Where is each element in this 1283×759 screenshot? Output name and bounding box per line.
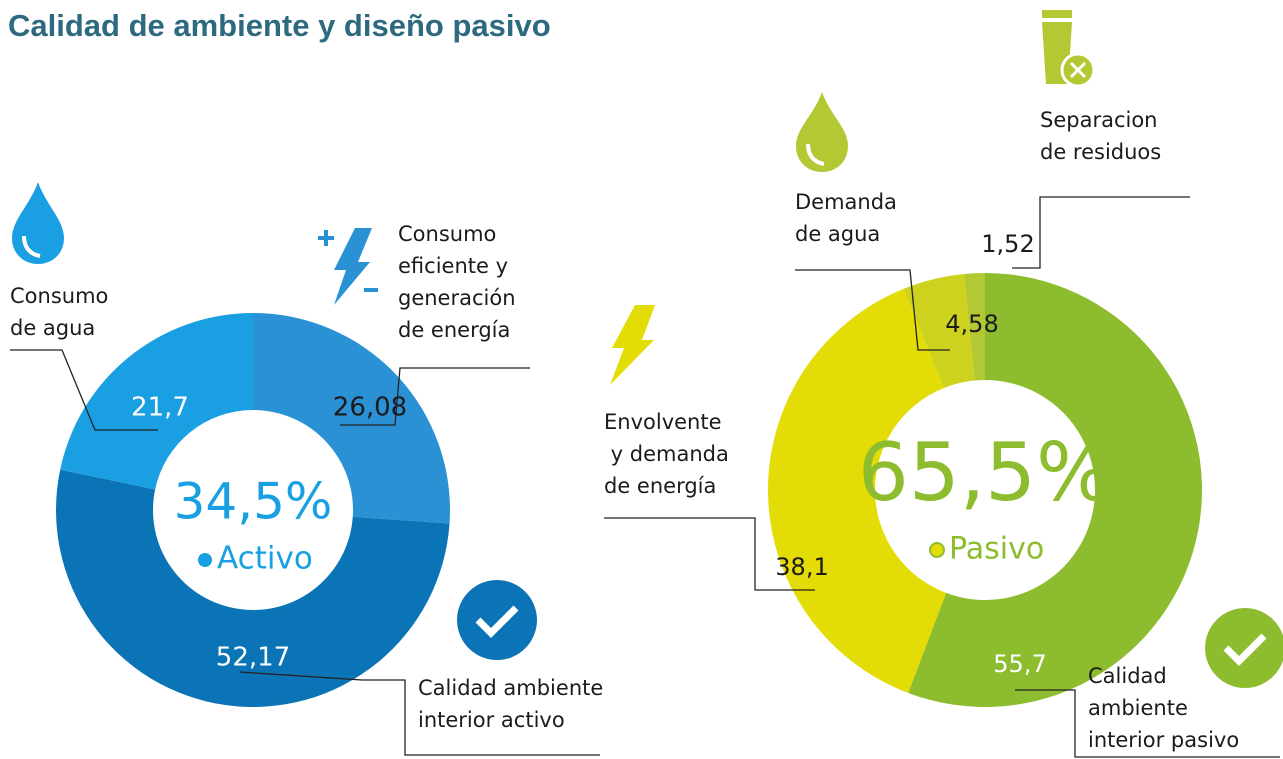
energy-icon [334, 228, 372, 305]
donut-segment [55, 469, 450, 708]
leader-line [340, 367, 530, 426]
trash-x-mark [1069, 61, 1087, 79]
check-icon [1205, 608, 1283, 688]
legend-dot [198, 553, 212, 567]
energy-signs [318, 230, 378, 292]
value-label: 26,08 [333, 393, 407, 423]
check-mark [475, 605, 519, 638]
check-mark [1223, 633, 1267, 666]
category-label: Demanda de agua [795, 190, 897, 246]
category-label: Consumo de agua [10, 284, 109, 340]
value-label: 4,58 [945, 310, 998, 338]
category-label: Separacion de residuos [1040, 108, 1162, 164]
center-value: 34,5% [174, 473, 333, 531]
leader-line [239, 671, 600, 756]
leader-line [604, 517, 815, 591]
value-label: 38,1 [775, 553, 828, 581]
value-label: 52,17 [216, 643, 290, 673]
value-label: 55,7 [993, 650, 1046, 678]
center-label: Activo [217, 541, 313, 577]
center-label: Pasivo [949, 532, 1044, 567]
water-icon [12, 182, 64, 264]
water-icon-shine [806, 143, 825, 166]
value-label: 1,52 [981, 230, 1034, 258]
donut-segment [767, 288, 947, 693]
leader-line [1015, 689, 1280, 758]
title: Calidad de ambiente y diseño pasivo [8, 8, 551, 43]
leader-line [795, 269, 950, 351]
category-label: Calidad ambiente interior activo [418, 676, 604, 732]
category-label: Envolvente y demanda de energía [604, 410, 729, 498]
water-icon [796, 92, 848, 172]
donut-segment [964, 273, 985, 381]
center-value: 65,5% [858, 426, 1112, 519]
category-label: Consumo eficiente y generación de energí… [398, 222, 516, 342]
check-icon [457, 580, 537, 660]
category-label: Calidad ambiente interior pasivo [1088, 664, 1240, 752]
legend-dot [929, 542, 945, 558]
donut-segment [903, 273, 975, 388]
donut-segment [60, 313, 254, 490]
leader-line [10, 349, 158, 431]
energy-icon [610, 305, 655, 385]
donut-segment [908, 273, 1202, 707]
water-icon-shine [22, 235, 41, 258]
value-label: 21,7 [131, 393, 189, 423]
trash-lid [1042, 10, 1072, 18]
leader-line [1012, 196, 1190, 269]
donut-segment [253, 313, 450, 524]
